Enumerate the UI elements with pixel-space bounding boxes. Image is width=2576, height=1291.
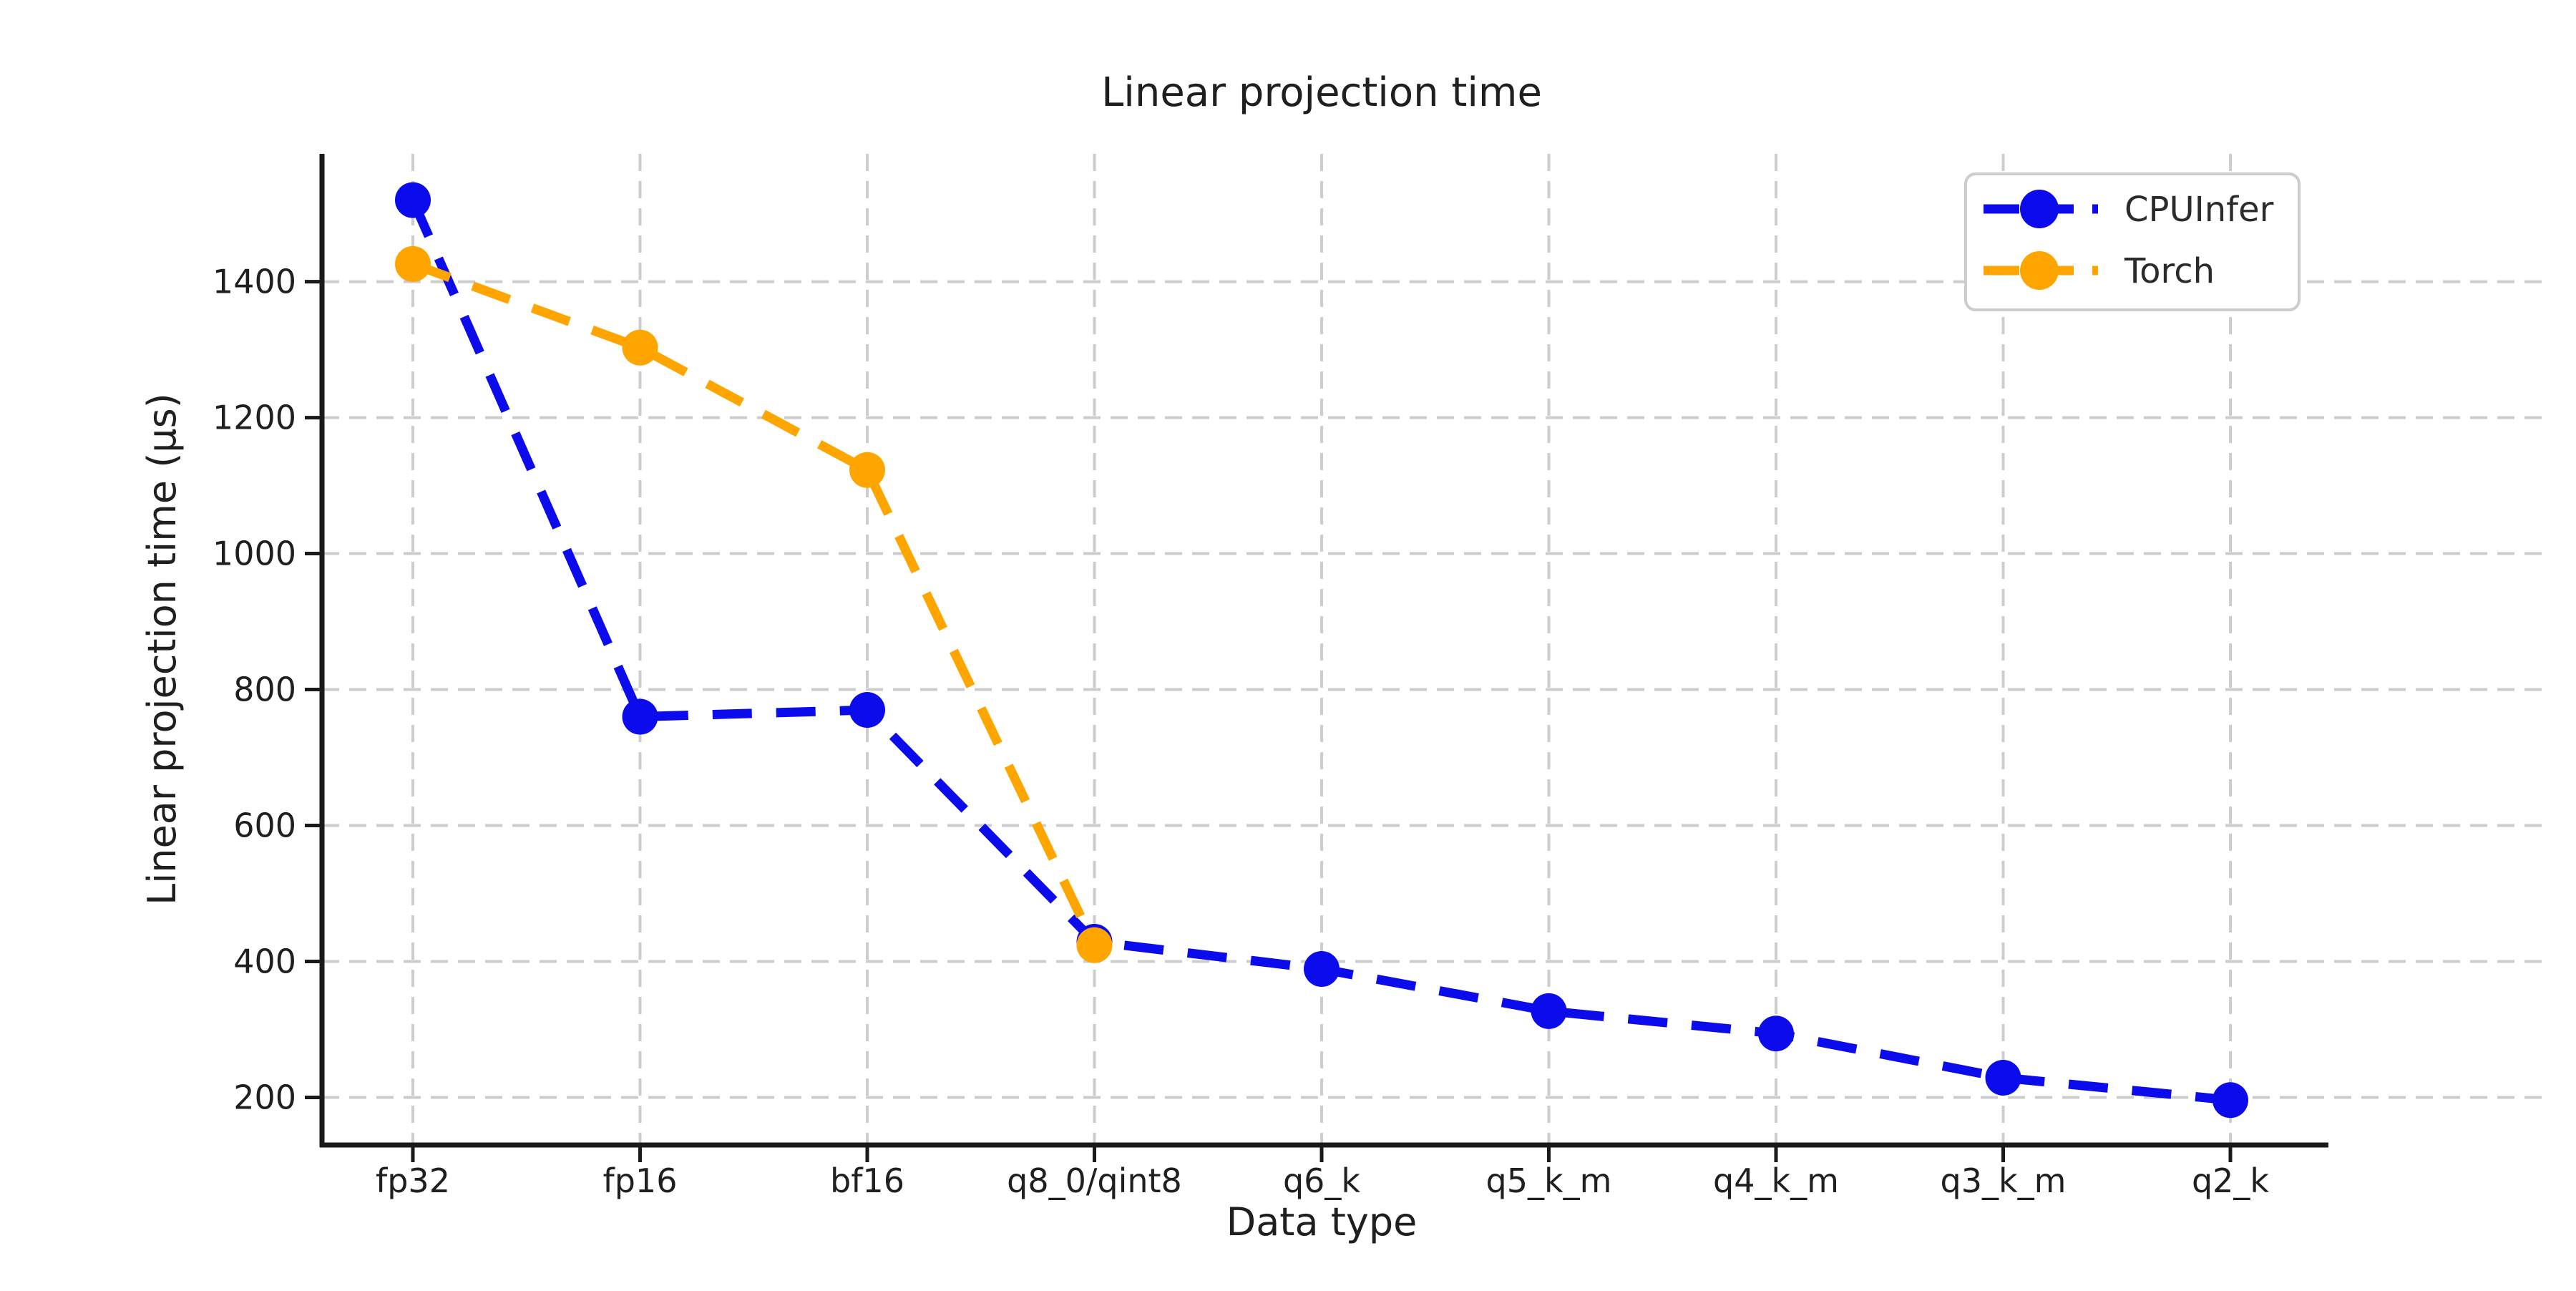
data-point-cpuinfer [395, 182, 431, 218]
data-point-cpuinfer [849, 692, 885, 729]
x-tick-label: q3_k_m [1941, 1161, 2067, 1200]
y-axis-label: Linear projection time (μs) [140, 393, 185, 905]
axes-layer [305, 154, 2328, 1162]
data-point-cpuinfer [622, 698, 658, 735]
series-layer [395, 182, 2248, 1119]
y-tick-label: 600 [233, 807, 296, 845]
data-point-cpuinfer [1985, 1059, 2021, 1096]
data-point-cpuinfer [1531, 993, 1567, 1029]
legend-sample-marker [2020, 251, 2059, 290]
y-tick-label: 800 [233, 671, 296, 709]
legend-sample-marker [2020, 190, 2059, 228]
data-point-torch [622, 329, 658, 366]
x-tick-label: q6_k [1283, 1161, 1360, 1200]
y-tick-label: 200 [233, 1078, 296, 1117]
y-tick-label: 1000 [213, 535, 296, 573]
x-tick-label: q8_0/qint8 [1007, 1161, 1182, 1200]
x-tick-label: fp32 [376, 1161, 450, 1200]
data-point-cpuinfer [1758, 1015, 1794, 1052]
data-point-torch [395, 245, 431, 282]
x-tick-label: fp16 [603, 1161, 678, 1200]
tick-label-layer: 200 400 600 800 1000 1200 1400 fp32 fp16 bf16 q8_0… [213, 263, 2269, 1200]
data-point-torch [849, 452, 885, 488]
legend-label: Torch [2124, 251, 2215, 291]
legend-label: CPUInfer [2124, 190, 2274, 230]
y-tick-label: 400 [233, 942, 296, 981]
x-axis-label: Data type [1226, 1199, 1418, 1244]
x-tick-label: q4_k_m [1713, 1161, 1839, 1200]
x-tick-label: bf16 [830, 1161, 904, 1200]
data-point-cpuinfer [1304, 950, 1340, 987]
legend: CPUInfer Torch [1964, 172, 2301, 311]
data-point-cpuinfer [2212, 1082, 2248, 1119]
x-tick-label: q5_k_m [1486, 1161, 1612, 1200]
data-point-torch [1076, 927, 1113, 963]
y-tick-label: 1400 [213, 263, 296, 301]
x-tick-label: q2_k [2192, 1161, 2269, 1200]
chart-title: Linear projection time [1101, 69, 1542, 116]
y-tick-label: 1200 [213, 399, 296, 437]
